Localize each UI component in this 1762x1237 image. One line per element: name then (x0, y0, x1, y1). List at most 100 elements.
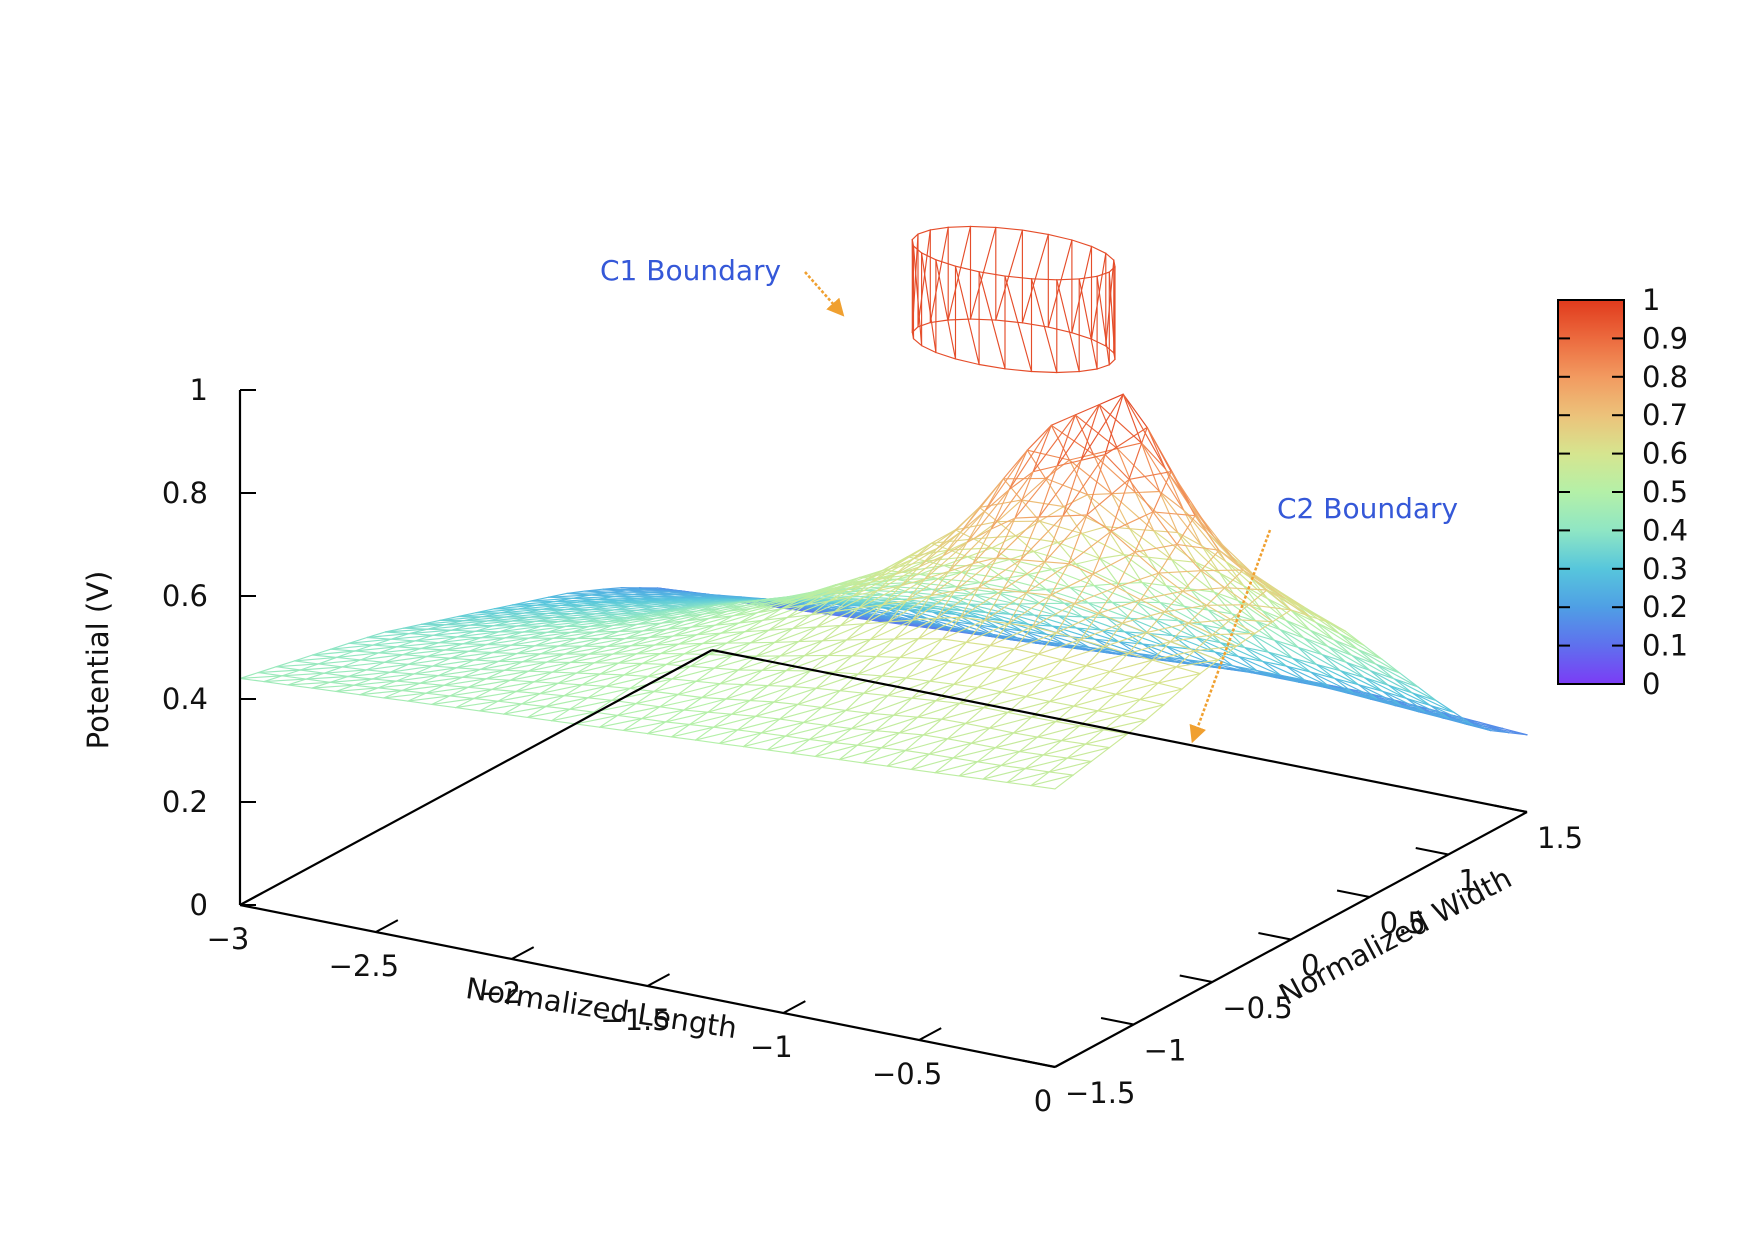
mesh-edge-x (862, 762, 888, 767)
mesh-edge-x (899, 656, 925, 660)
mesh-edge-x (1091, 688, 1117, 695)
mesh-edge-x (1129, 617, 1155, 620)
mesh-edge-y (419, 675, 439, 684)
mesh-edge-diag (678, 632, 722, 645)
mesh-edge-y (996, 521, 1017, 537)
mesh-edge-x (856, 744, 882, 749)
mesh-edge-diag (281, 672, 325, 677)
mesh-edge-x (605, 685, 631, 689)
mesh-edge-x (545, 705, 571, 710)
mesh-edge-diag (1231, 613, 1275, 641)
mesh-edge-y (678, 634, 698, 645)
mesh-edge-diag (401, 684, 445, 692)
mesh-edge-y (1291, 657, 1312, 673)
mesh-edge-y (1219, 572, 1239, 602)
mesh-edge-diag (299, 666, 343, 671)
mesh-edge-y (966, 510, 986, 544)
mesh-edge-diag (1345, 661, 1389, 686)
mesh-edge-x (1027, 568, 1053, 576)
mesh-edge-y (956, 614, 976, 626)
mesh-edge-x (1153, 530, 1179, 534)
mesh-edge-x (366, 636, 392, 640)
mesh-edge-diag (311, 684, 355, 689)
mesh-edge-y (696, 624, 716, 636)
mesh-edge-x (1073, 705, 1099, 712)
mesh-edge-diag (637, 605, 681, 611)
mesh-edge-x (1249, 633, 1275, 641)
axes (238, 389, 1528, 1069)
mesh-edge-x (832, 741, 858, 746)
mesh-edge-x (1212, 634, 1238, 647)
mesh-edge-diag (582, 638, 626, 647)
mesh-edge-diag (1393, 678, 1437, 702)
mesh-edge-y (731, 642, 752, 656)
mesh-edge-diag (372, 640, 416, 646)
mesh-edge-x (618, 630, 644, 632)
mesh-edge-diag (1033, 614, 1078, 629)
mesh-edge-diag (1214, 651, 1258, 672)
mesh-edge-diag (756, 599, 800, 614)
mesh-edge-x (1351, 654, 1377, 665)
mesh-edge-y (1351, 654, 1371, 672)
mesh-edge-diag (653, 680, 697, 693)
mesh-edge-x (1152, 511, 1178, 545)
mesh-edge-x (1141, 582, 1167, 587)
annotation-c2-label: C2 Boundary (1277, 492, 1458, 525)
mesh-edge-diag (473, 690, 517, 700)
mesh-edge-x (779, 718, 805, 723)
mesh-edge-y (1435, 700, 1455, 714)
mesh-edge-y (1291, 610, 1311, 631)
mesh-edge-y (1157, 666, 1177, 684)
mesh-edge-diag (1055, 612, 1100, 634)
mesh-edge-diag (1076, 627, 1120, 643)
mesh-edge-y (923, 638, 943, 660)
mesh-edge-diag (967, 556, 1011, 560)
mesh-edge-x (473, 697, 499, 702)
mesh-edge-x (1066, 757, 1092, 762)
mesh-edge-x (973, 592, 999, 596)
mesh-edge-diag (1195, 637, 1240, 658)
mesh-edge-diag (1066, 747, 1111, 759)
mesh-edge-diag (395, 675, 439, 682)
mesh-edge-diag (893, 617, 938, 640)
mesh-edge-y (1152, 471, 1172, 513)
c1-ring-edge (935, 351, 957, 360)
mesh-edge-x (407, 663, 434, 667)
annotation-c1-arrow (804, 271, 845, 317)
mesh-edge-diag (1025, 683, 1069, 698)
mesh-edge-y (354, 644, 374, 652)
mesh-edge-x (444, 649, 470, 652)
z-tick-label: 0.2 (162, 785, 208, 819)
mesh-edge-x (1044, 561, 1070, 565)
mesh-edge-x (1052, 625, 1078, 629)
mesh-edge-diag (1285, 619, 1329, 648)
mesh-edge-diag (1212, 632, 1256, 636)
mesh-edge-y (749, 685, 769, 702)
mesh-edge-diag (1097, 698, 1141, 712)
mesh-edge-x (1393, 678, 1419, 688)
mesh-edge-diag (535, 617, 579, 622)
mesh-edge-diag (517, 604, 561, 610)
mesh-edge-y (1429, 704, 1450, 719)
mesh-edge-y (1255, 620, 1275, 641)
mesh-edge-x (1121, 714, 1147, 721)
mesh-edge-diag (720, 599, 765, 609)
mesh-edge-x (965, 641, 991, 647)
mesh-edge-y (1025, 677, 1045, 698)
mesh-edge-y (630, 636, 650, 647)
mesh-edge-y (989, 623, 1010, 647)
mesh-edge-diag (1121, 611, 1166, 624)
mesh-edge-diag (731, 641, 776, 656)
mesh-edge-diag (1267, 651, 1312, 673)
mesh-edge-y (359, 687, 379, 696)
mesh-edge-x (420, 647, 446, 651)
mesh-edge-y (1195, 561, 1215, 593)
mesh-edge-diag (1297, 646, 1341, 672)
mesh-edge-x (876, 585, 902, 592)
mesh-edge-y (1115, 676, 1135, 695)
mesh-edge-diag (426, 650, 470, 658)
mesh-edge-y (906, 556, 927, 562)
mesh-edge-y (750, 629, 770, 644)
mesh-edge-y (1309, 629, 1329, 648)
mesh-edge-x (986, 611, 1012, 615)
